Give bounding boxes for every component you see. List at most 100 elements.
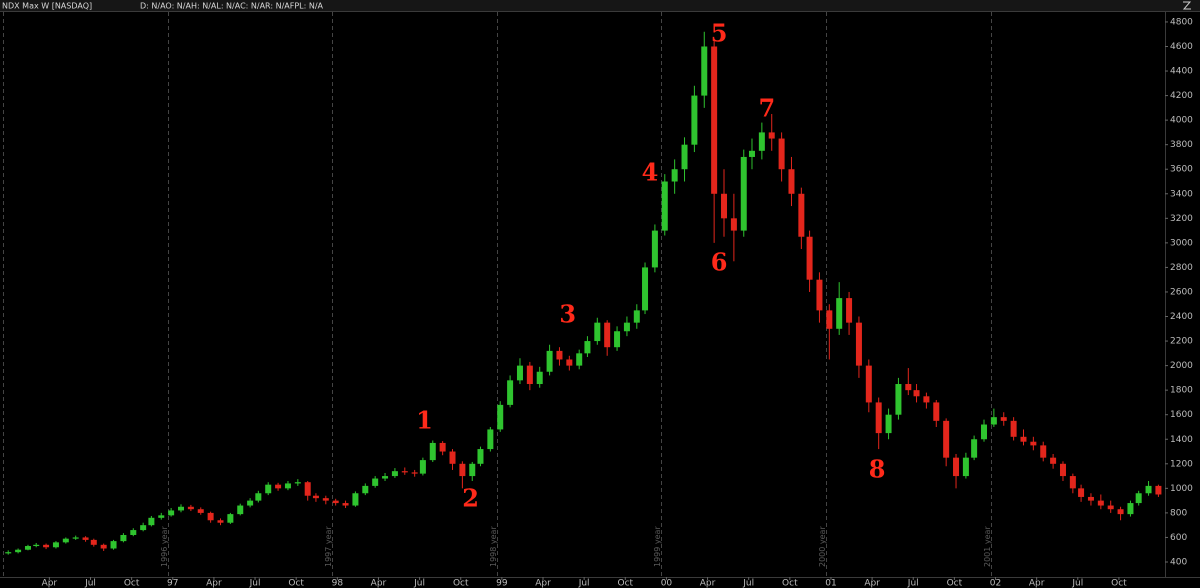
candle-body [816, 279, 823, 311]
candle-body [584, 341, 591, 354]
y-tick-label: 2200 [1170, 337, 1193, 347]
x-tick-label: Jul [249, 579, 261, 588]
x-tick-label: Oct [1111, 579, 1127, 588]
x-tick-label: Apr [206, 579, 222, 588]
candle-body [923, 396, 930, 403]
candle-body [158, 515, 165, 518]
x-tick-label: Jul [413, 579, 425, 588]
candle-body [933, 402, 940, 421]
candle-body [721, 193, 728, 219]
y-tick-label: 2000 [1170, 361, 1193, 371]
x-tick-label: Apr [535, 579, 551, 588]
candle-body [846, 298, 853, 323]
candle-body [980, 424, 987, 440]
candle-body [217, 520, 224, 523]
candle-body [43, 544, 50, 548]
candle-body [411, 472, 418, 474]
candle-body [778, 138, 785, 170]
candle-body [1145, 485, 1152, 494]
candle-body [1117, 509, 1124, 515]
y-tick-label: 2400 [1170, 312, 1193, 322]
candle-body [526, 365, 533, 385]
candle-body [72, 537, 79, 539]
candle-body [120, 534, 127, 542]
plot-layer: 1996 year 1997 year 1998 year 1999 year 2000… [5, 12, 1193, 588]
settings-icon[interactable] [1182, 1, 1192, 10]
x-tick-label: Jul [84, 579, 96, 588]
candle-body [614, 331, 621, 348]
candle-body [237, 505, 244, 515]
candle-body [913, 390, 920, 397]
wave-label: 3 [559, 300, 576, 329]
candle-body [748, 150, 755, 157]
candle-body [1107, 505, 1114, 510]
candle-body [90, 539, 97, 545]
candle-body [1030, 441, 1037, 446]
candle-body [265, 484, 272, 494]
candle-body [1050, 457, 1057, 464]
candle-body [207, 512, 214, 521]
candle-body [5, 552, 12, 554]
candle-body [372, 478, 379, 486]
candle-body [469, 463, 476, 477]
x-tick-label: 02 [990, 579, 1001, 588]
candle-body [100, 544, 107, 549]
candle-body [284, 483, 291, 489]
candle-body [312, 495, 319, 499]
y-tick-label: 1000 [1170, 484, 1193, 494]
candle-body [971, 439, 978, 458]
candle-body [661, 181, 668, 231]
candle-body [1155, 485, 1162, 495]
candle-body [885, 414, 892, 434]
candle-body [1097, 500, 1104, 506]
x-tick-label: Oct [288, 579, 304, 588]
x-tick-label: Jul [578, 579, 590, 588]
candle-body [52, 542, 59, 548]
y-tick-label: 3800 [1170, 140, 1193, 150]
candle-body [33, 544, 40, 547]
y-tick-label: 2800 [1170, 263, 1193, 273]
candle-body [401, 471, 408, 473]
candle-body [342, 503, 349, 506]
candle-body [604, 322, 611, 348]
y-tick-label: 1200 [1170, 459, 1193, 469]
wave-label: 1 [416, 405, 433, 434]
x-tick-label: Apr [700, 579, 716, 588]
candle-body [623, 322, 630, 332]
candle-body [1135, 493, 1142, 504]
x-tick-label: 99 [496, 579, 508, 588]
candle-body [1069, 476, 1076, 489]
year-label: 1999 year [653, 526, 662, 567]
candle-body [855, 322, 862, 366]
candle-body [24, 546, 31, 550]
icon-glyph[interactable] [1182, 1, 1192, 10]
candle-body [740, 156, 747, 231]
y-tick-label: 1400 [1170, 435, 1193, 445]
wave-label: 7 [758, 93, 775, 122]
candle-body [507, 380, 514, 405]
y-tick-label: 1800 [1170, 386, 1193, 396]
x-tick-label: Oct [124, 579, 140, 588]
candle-body [556, 350, 563, 360]
candle-body [962, 457, 969, 477]
x-tick-label: Oct [618, 579, 634, 588]
candle-body [806, 236, 813, 280]
candle-body [247, 500, 254, 506]
candle-body [487, 429, 494, 450]
candle-body [788, 169, 795, 194]
year-label: 2000 year [818, 526, 827, 567]
candle-body [768, 132, 775, 139]
candle-body [1059, 463, 1066, 477]
year-label: 1998 year [489, 526, 498, 567]
y-tick-label: 4600 [1170, 42, 1193, 52]
candle-body [15, 549, 22, 553]
y-tick-label: 4400 [1170, 67, 1193, 77]
candle-body [651, 230, 658, 268]
candle-body [905, 384, 912, 391]
candle-body [391, 471, 398, 477]
x-tick-label: Jul [742, 579, 754, 588]
candle-body [1010, 420, 1017, 437]
candle-body [148, 517, 155, 526]
candle-body [1078, 488, 1085, 497]
